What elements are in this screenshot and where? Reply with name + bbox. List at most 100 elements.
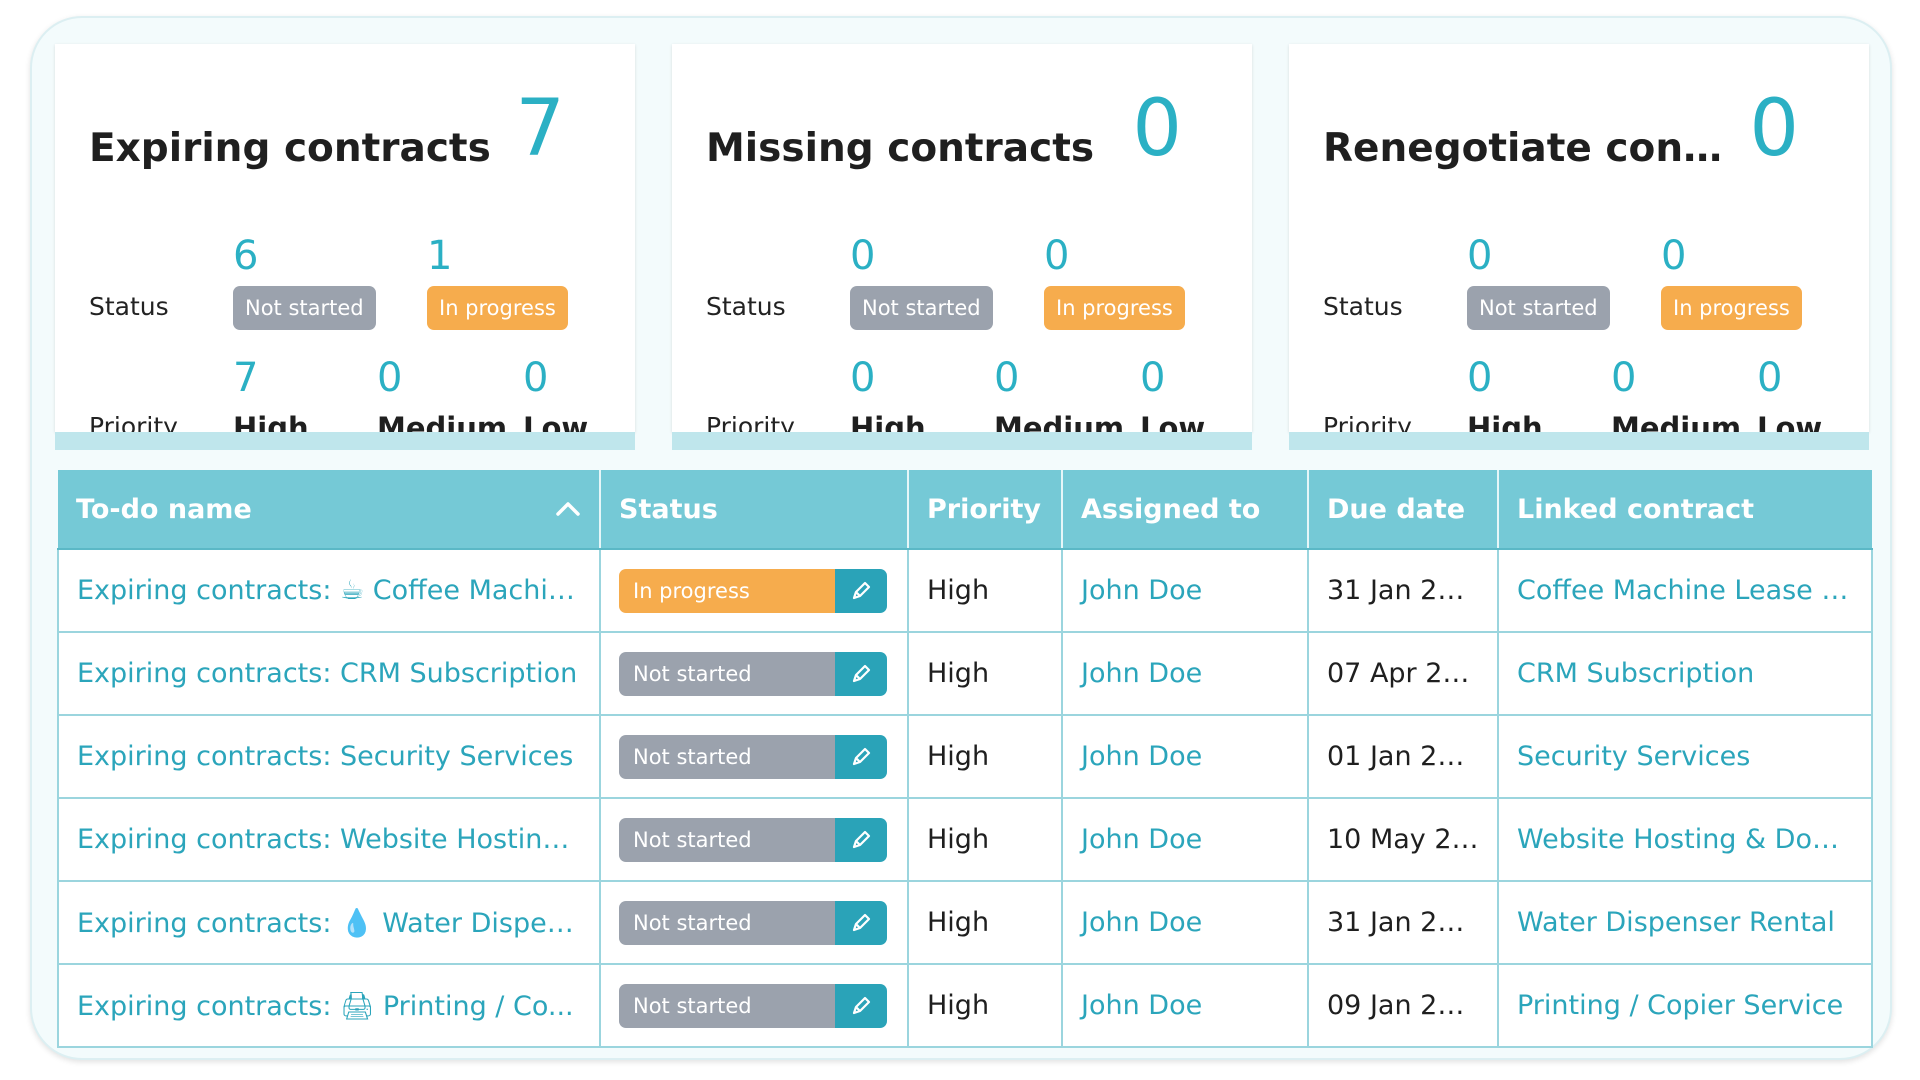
status-pill[interactable]: Not started [619, 734, 887, 779]
status-cell: Not started [599, 714, 909, 799]
pencil-icon[interactable] [835, 734, 887, 779]
card-expiring-contracts[interactable]: Expiring contracts 7 Status 6 Not starte… [55, 44, 635, 450]
not-started-badge[interactable]: Not started [850, 286, 993, 330]
not-started-badge[interactable]: Not started [1467, 286, 1610, 330]
priority-cell: High [907, 714, 1063, 799]
low-label[interactable]: Low [1140, 411, 1206, 445]
card-renegotiate-contracts[interactable]: Renegotiate contr... 0 Status 0 Not star… [1289, 44, 1869, 450]
status-cell: Not started [599, 963, 909, 1048]
assignee-link[interactable]: John Doe [1061, 880, 1309, 965]
card-missing-contracts[interactable]: Missing contracts 0 Status 0 Not started… [672, 44, 1252, 450]
status-text: Not started [619, 900, 835, 945]
medium-label[interactable]: Medium [1611, 411, 1742, 445]
status-cell: In progress [599, 548, 909, 633]
due-date-cell: 10 May 2026 [1307, 797, 1499, 882]
not-started-count: 6 [233, 233, 259, 279]
priority-label: Priority [1323, 412, 1412, 441]
high-label[interactable]: High [850, 411, 926, 445]
column-header-priority[interactable]: Priority [908, 470, 1063, 550]
linked-contract-link[interactable]: Website Hosting & Domain [1497, 797, 1873, 882]
linked-contract-link[interactable]: Printing / Copier Service [1497, 963, 1873, 1048]
priority-cell: High [907, 548, 1063, 633]
linked-contract-link[interactable]: Water Dispenser Rental [1497, 880, 1873, 965]
low-label[interactable]: Low [1757, 411, 1823, 445]
table-header-row: To-do name Status Priority Assigned to D… [58, 470, 1872, 550]
in-progress-count: 1 [427, 233, 453, 279]
priority-label: Priority [89, 412, 178, 441]
linked-contract-link[interactable]: Security Services [1497, 714, 1873, 799]
status-pill[interactable]: Not started [619, 900, 887, 945]
linked-contract-link[interactable]: CRM Subscription [1497, 631, 1873, 716]
low-label[interactable]: Low [523, 411, 589, 445]
table-row: Expiring contracts: CRM Subscription Not… [57, 631, 1873, 716]
linked-contract-link[interactable]: Coffee Machine Lease + Be [1497, 548, 1873, 633]
in-progress-count: 0 [1661, 233, 1687, 279]
assignee-link[interactable]: John Doe [1061, 714, 1309, 799]
priority-cell: High [907, 631, 1063, 716]
priority-cell: High [907, 963, 1063, 1048]
pencil-icon[interactable] [835, 568, 887, 613]
card-title: Renegotiate contr... [1323, 126, 1733, 171]
status-pill[interactable]: In progress [619, 568, 887, 613]
status-text: Not started [619, 734, 835, 779]
pencil-icon[interactable] [835, 900, 887, 945]
status-label: Status [706, 292, 786, 321]
column-header-status[interactable]: Status [600, 470, 909, 550]
assignee-link[interactable]: John Doe [1061, 963, 1309, 1048]
due-date-cell: 31 Jan 2026 [1307, 548, 1499, 633]
in-progress-badge[interactable]: In progress [427, 286, 568, 330]
todo-name-link[interactable]: Expiring contracts: CRM Subscription [57, 631, 601, 716]
in-progress-badge[interactable]: In progress [1661, 286, 1802, 330]
todo-name-link[interactable]: Expiring contracts: 🖨 Printing / Co... [57, 963, 601, 1048]
status-pill[interactable]: Not started [619, 817, 887, 862]
due-date-cell: 09 Jan 2026 [1307, 963, 1499, 1048]
in-progress-badge[interactable]: In progress [1044, 286, 1185, 330]
column-header-todo-name[interactable]: To-do name [58, 470, 601, 550]
card-total: 0 [1132, 84, 1182, 174]
column-header-label: To-do name [76, 493, 252, 525]
table-row: Expiring contracts: 🖨 Printing / Co... N… [57, 963, 1873, 1048]
high-label[interactable]: High [1467, 411, 1543, 445]
not-started-count: 0 [1467, 233, 1493, 279]
column-header-linked-contract[interactable]: Linked contract [1498, 470, 1872, 550]
assignee-link[interactable]: John Doe [1061, 548, 1309, 633]
medium-label[interactable]: Medium [994, 411, 1125, 445]
status-label: Status [1323, 292, 1403, 321]
assignee-link[interactable]: John Doe [1061, 631, 1309, 716]
status-pill[interactable]: Not started [619, 983, 887, 1028]
due-date-cell: 01 Jan 2026 [1307, 714, 1499, 799]
status-cell: Not started [599, 880, 909, 965]
priority-label: Priority [706, 412, 795, 441]
status-cell: Not started [599, 631, 909, 716]
low-count: 0 [1757, 355, 1783, 401]
pencil-icon[interactable] [835, 983, 887, 1028]
todo-name-link[interactable]: Expiring contracts: 💧 Water Dispense... [57, 880, 601, 965]
high-label[interactable]: High [233, 411, 309, 445]
status-label: Status [89, 292, 169, 321]
not-started-badge[interactable]: Not started [233, 286, 376, 330]
medium-count: 0 [1611, 355, 1637, 401]
status-pill[interactable]: Not started [619, 651, 887, 696]
assignee-link[interactable]: John Doe [1061, 797, 1309, 882]
low-count: 0 [523, 355, 549, 401]
card-total: 0 [1749, 84, 1799, 174]
column-header-assigned-to[interactable]: Assigned to [1062, 470, 1309, 550]
column-header-due-date[interactable]: Due date [1308, 470, 1499, 550]
card-title: Expiring contracts [89, 126, 491, 171]
status-cell: Not started [599, 797, 909, 882]
chevron-up-icon[interactable] [555, 498, 581, 523]
todo-name-link[interactable]: Expiring contracts: Security Services [57, 714, 601, 799]
priority-cell: High [907, 880, 1063, 965]
due-date-cell: 07 Apr 2026 [1307, 631, 1499, 716]
medium-count: 0 [994, 355, 1020, 401]
due-date-cell: 31 Jan 2026 [1307, 880, 1499, 965]
pencil-icon[interactable] [835, 651, 887, 696]
table-row: Expiring contracts: ☕ Coffee Machine ...… [57, 548, 1873, 633]
high-count: 0 [850, 355, 876, 401]
status-text: In progress [619, 568, 835, 613]
pencil-icon[interactable] [835, 817, 887, 862]
medium-label[interactable]: Medium [377, 411, 508, 445]
todo-name-link[interactable]: Expiring contracts: Website Hosting &... [57, 797, 601, 882]
high-count: 7 [233, 355, 259, 401]
todo-name-link[interactable]: Expiring contracts: ☕ Coffee Machine ... [57, 548, 601, 633]
